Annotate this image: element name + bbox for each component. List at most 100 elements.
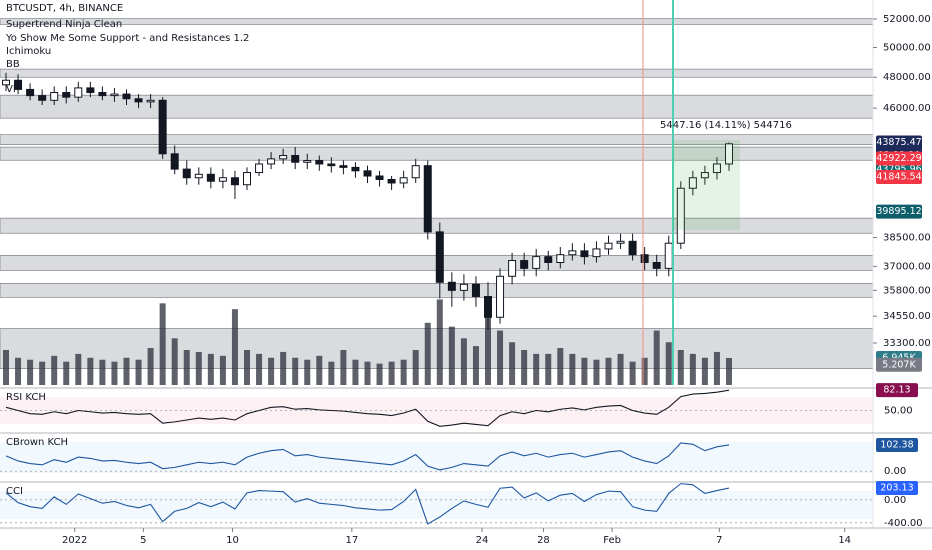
volume-bar — [51, 355, 58, 385]
y-tick-label: 34550.00 — [883, 311, 931, 322]
volume-bar — [75, 353, 82, 385]
candle-body — [447, 281, 456, 291]
candle-body — [592, 248, 601, 258]
candle-body — [700, 172, 709, 179]
x-tick-label: 14 — [838, 535, 851, 546]
volume-bar — [412, 350, 419, 385]
pane-tick-label: 0.00 — [884, 466, 906, 477]
candle-body — [496, 275, 505, 318]
volume-bar — [593, 359, 600, 385]
support-zone — [0, 18, 874, 25]
volume-bar — [557, 348, 564, 385]
volume-bar — [509, 342, 516, 385]
candle-body — [146, 99, 155, 103]
pane-value-box — [876, 383, 918, 398]
indicator-line — [5, 442, 730, 471]
volume-bar — [352, 359, 359, 385]
volume-bar — [400, 359, 407, 385]
volume-bar — [292, 357, 299, 385]
volume-bar — [27, 359, 34, 385]
volume-bar — [497, 330, 504, 385]
candle-body — [640, 254, 649, 263]
volume-bar — [123, 357, 130, 385]
close-label: 43795.96 — [876, 164, 921, 175]
pane-title: RSI KCH — [6, 392, 46, 403]
plot-layer — [0, 18, 874, 385]
volume-bar — [183, 350, 190, 385]
candle-body — [363, 170, 372, 177]
price-label: 42922.29 — [876, 153, 921, 164]
candle-body — [712, 163, 721, 174]
candle-body — [243, 172, 251, 186]
volume-bar — [569, 353, 576, 385]
candle-body — [520, 260, 529, 269]
volume-bar — [653, 330, 660, 385]
x-tick-label: 10 — [226, 535, 239, 546]
volume-bar — [424, 322, 431, 385]
y-tick-label: 52000.00 — [883, 14, 931, 25]
volume-bar — [388, 361, 395, 385]
volume-bar — [605, 357, 612, 385]
volume-bar — [231, 309, 238, 385]
indicator-label: Supertrend Ninja Clean — [6, 19, 122, 30]
y-tick-label: 48000.00 — [883, 72, 931, 83]
volume-bar — [448, 326, 455, 385]
price-label-box — [876, 204, 922, 219]
volume-bar — [15, 357, 22, 385]
candle-body — [62, 92, 71, 98]
candle-body — [122, 93, 131, 100]
candle-body — [50, 92, 59, 101]
volume-bar — [713, 351, 720, 385]
volume-bar — [244, 350, 250, 385]
candle-body — [38, 95, 47, 101]
candle-body — [399, 177, 408, 184]
volume-label: 5.207K — [882, 359, 916, 370]
candle-body — [459, 283, 468, 291]
y-tick-label: 38500.00 — [883, 233, 931, 244]
support-zone — [0, 283, 874, 298]
candle-body — [110, 93, 119, 97]
volume-label-box — [876, 357, 922, 372]
candle-body — [604, 242, 613, 250]
volume-bar — [617, 353, 624, 385]
candle-body — [544, 256, 553, 263]
price-label-box — [876, 151, 922, 166]
volume-bar — [677, 350, 684, 385]
candle-body — [279, 154, 288, 160]
candle-body — [725, 143, 733, 165]
candle-body — [74, 87, 83, 98]
high-label: 43875.47 — [876, 137, 921, 148]
volume-bar — [316, 355, 323, 385]
volume-bar — [207, 353, 214, 385]
volume-bar — [87, 357, 94, 385]
volume-bar — [268, 357, 275, 385]
support-zone — [0, 146, 874, 161]
volume-bar — [256, 353, 263, 385]
volume-bar — [159, 303, 166, 385]
candle-body — [375, 175, 384, 180]
volume-bar — [99, 359, 106, 385]
x-tick-label: 28 — [537, 535, 550, 546]
candle-body — [206, 173, 215, 182]
y-tick-label: 37000.00 — [883, 261, 931, 272]
y-tick-label: 33300.00 — [883, 338, 931, 349]
candle-body — [471, 283, 480, 297]
pane-value-box — [876, 481, 918, 496]
volume-bar — [629, 361, 636, 385]
volume-bar — [340, 350, 347, 385]
pane-tick-label: -400.00 — [884, 518, 923, 529]
x-tick-label: 5 — [140, 535, 146, 546]
candle-body — [351, 166, 360, 172]
candle-body — [532, 256, 541, 269]
pane-tick-label: 0.00 — [884, 495, 906, 506]
x-tick-label: 2022 — [62, 535, 87, 546]
candle-body — [218, 177, 227, 182]
volume-bar — [280, 351, 287, 385]
y-tick-label: 50000.00 — [883, 43, 931, 54]
volume-bar — [304, 359, 311, 385]
candle-body — [2, 79, 10, 86]
volume-bar — [521, 350, 528, 385]
pane-tick-label: 50.00 — [884, 406, 913, 417]
volume-bar — [63, 361, 70, 385]
indicator-label: BB — [6, 59, 20, 70]
